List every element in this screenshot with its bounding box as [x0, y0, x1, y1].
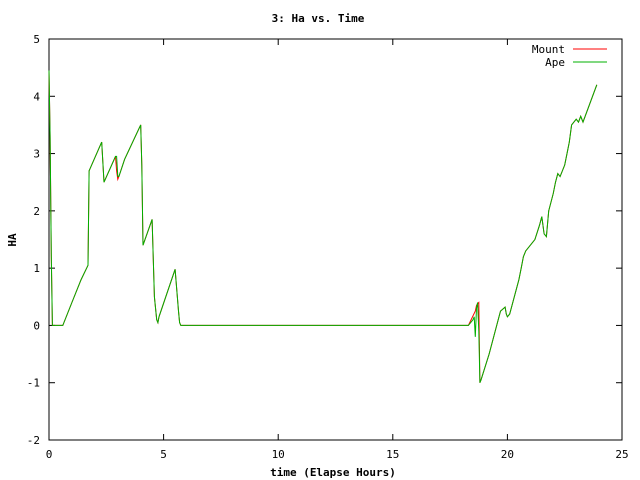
x-tick-label: 25	[615, 448, 628, 461]
series-line-ape	[48, 70, 598, 383]
plot-area-border	[48, 38, 623, 441]
series-lines	[48, 70, 598, 383]
y-tick-label: -1	[27, 377, 40, 390]
y-tick-label: 2	[33, 205, 40, 218]
series-line-mount	[48, 70, 598, 383]
x-tick-label: 20	[501, 448, 514, 461]
x-tick-label: 0	[46, 448, 53, 461]
legend-label-ape: Ape	[545, 56, 565, 69]
y-tick-label: 3	[33, 148, 40, 161]
y-tick-label: 5	[33, 33, 40, 46]
y-tick-label: 1	[33, 262, 40, 275]
y-tick-label: 0	[33, 319, 40, 332]
x-axis-label: time (Elapse Hours)	[270, 466, 396, 479]
y-tick-label: 4	[33, 90, 40, 103]
chart-title: 3: Ha vs. Time	[272, 12, 365, 25]
x-tick-label: 10	[272, 448, 285, 461]
y-axis-label: HA	[6, 233, 19, 247]
x-tick-label: 15	[386, 448, 399, 461]
legend-label-mount: Mount	[532, 43, 565, 56]
y-tick-label: -2	[27, 434, 40, 447]
axis-ticks: 0 5 10 15 20 25 -2 -1 0 1 2 3 4 5	[27, 33, 629, 461]
x-tick-label: 5	[160, 448, 167, 461]
